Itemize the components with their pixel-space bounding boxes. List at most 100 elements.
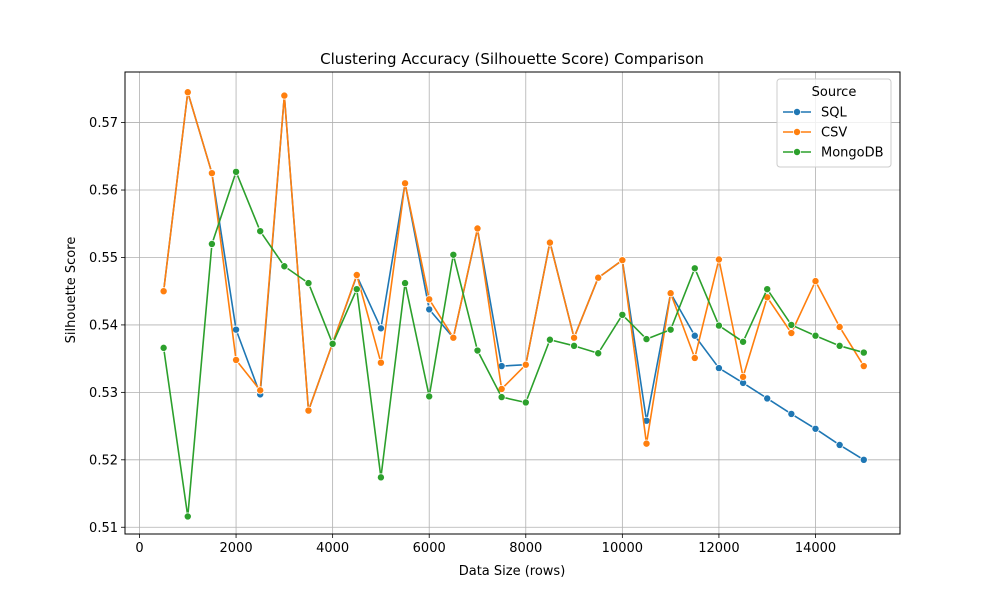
data-point-mongodb bbox=[473, 346, 482, 355]
legend: Source SQL CSV MongoDB bbox=[776, 78, 892, 168]
data-point-csv bbox=[256, 386, 265, 395]
y-tick-label: 0.56 bbox=[89, 184, 118, 199]
y-tick-label: 0.52 bbox=[89, 453, 118, 468]
data-point-mongodb bbox=[328, 339, 337, 348]
x-tick-label: 2000 bbox=[220, 541, 253, 556]
y-axis-label: Silhouette Score bbox=[64, 237, 79, 344]
x-tick-label: 14000 bbox=[795, 541, 836, 556]
y-tick-label: 0.51 bbox=[89, 521, 118, 536]
data-point-mongodb bbox=[376, 473, 385, 482]
data-point-mongodb bbox=[570, 341, 579, 350]
data-point-csv bbox=[618, 256, 627, 265]
data-point-mongodb bbox=[690, 264, 699, 273]
x-tick-label: 6000 bbox=[413, 541, 446, 556]
data-point-sql bbox=[376, 324, 385, 333]
series-layer bbox=[159, 88, 868, 521]
data-point-csv bbox=[159, 287, 168, 296]
data-point-csv bbox=[859, 362, 868, 371]
data-point-csv bbox=[570, 333, 579, 342]
legend-label-csv: CSV bbox=[821, 126, 847, 141]
series-csv bbox=[159, 88, 868, 448]
data-point-mongodb bbox=[497, 393, 506, 402]
data-point-mongodb bbox=[449, 250, 458, 259]
data-point-mongodb bbox=[618, 310, 627, 319]
legend-entries: SQL CSV MongoDB bbox=[783, 106, 884, 161]
data-point-mongodb bbox=[763, 285, 772, 294]
series-line-mongodb bbox=[162, 171, 865, 518]
data-point-mongodb bbox=[207, 239, 216, 248]
data-point-mongodb bbox=[642, 335, 651, 344]
data-point-csv bbox=[666, 289, 675, 298]
data-point-mongodb bbox=[787, 320, 796, 329]
axis-ticks: 0 2000 4000 6000 8000 10000 12000 14000 0.51 0.52… bbox=[89, 116, 836, 556]
data-point-csv bbox=[425, 295, 434, 304]
data-point-mongodb bbox=[304, 279, 313, 288]
data-point-sql bbox=[811, 424, 820, 433]
data-point-sql bbox=[425, 305, 434, 314]
data-point-sql bbox=[714, 364, 723, 373]
data-point-mongodb bbox=[594, 349, 603, 358]
legend-title: Source bbox=[812, 85, 857, 100]
data-point-mongodb bbox=[666, 325, 675, 334]
x-axis-label: Data Size (rows) bbox=[459, 564, 566, 579]
data-point-mongodb bbox=[714, 321, 723, 330]
data-point-sql bbox=[859, 455, 868, 464]
series-line-csv bbox=[162, 91, 865, 445]
legend-label-sql: SQL bbox=[821, 106, 847, 121]
data-point-mongodb bbox=[183, 512, 192, 521]
data-point-mongodb bbox=[232, 167, 241, 176]
data-point-csv bbox=[449, 333, 458, 342]
legend-marker-mongodb bbox=[793, 147, 802, 156]
data-point-mongodb bbox=[739, 337, 748, 346]
x-tick-label: 8000 bbox=[509, 541, 542, 556]
data-point-mongodb bbox=[280, 262, 289, 271]
series-mongodb bbox=[159, 167, 868, 521]
data-point-sql bbox=[763, 394, 772, 403]
data-point-mongodb bbox=[859, 348, 868, 357]
data-point-mongodb bbox=[352, 285, 361, 294]
x-tick-label: 0 bbox=[135, 541, 143, 556]
data-point-csv bbox=[401, 179, 410, 188]
data-point-csv bbox=[545, 238, 554, 247]
data-point-csv bbox=[521, 360, 530, 369]
data-point-mongodb bbox=[401, 279, 410, 288]
x-tick-label: 4000 bbox=[316, 541, 349, 556]
data-point-csv bbox=[376, 358, 385, 367]
data-point-mongodb bbox=[545, 335, 554, 344]
y-tick-label: 0.57 bbox=[89, 116, 118, 131]
data-point-csv bbox=[473, 224, 482, 233]
legend-marker-sql bbox=[793, 108, 802, 117]
y-tick-label: 0.54 bbox=[89, 318, 118, 333]
x-tick-label: 10000 bbox=[602, 541, 643, 556]
data-point-csv bbox=[232, 355, 241, 364]
data-point-sql bbox=[690, 331, 699, 340]
data-point-csv bbox=[714, 255, 723, 264]
data-point-mongodb bbox=[159, 343, 168, 352]
data-point-csv bbox=[690, 353, 699, 362]
y-tick-label: 0.53 bbox=[89, 386, 118, 401]
plot-frame bbox=[124, 71, 901, 535]
x-tick-label: 12000 bbox=[698, 541, 739, 556]
data-point-csv bbox=[811, 277, 820, 286]
data-point-mongodb bbox=[521, 398, 530, 407]
data-point-mongodb bbox=[835, 341, 844, 350]
data-point-csv bbox=[280, 91, 289, 100]
data-point-sql bbox=[835, 440, 844, 449]
data-point-csv bbox=[835, 322, 844, 331]
data-point-csv bbox=[739, 372, 748, 381]
data-point-csv bbox=[304, 406, 313, 415]
data-point-mongodb bbox=[256, 227, 265, 236]
data-point-sql bbox=[787, 409, 796, 418]
chart-title: Clustering Accuracy (Silhouette Score) C… bbox=[320, 50, 704, 68]
data-point-csv bbox=[183, 88, 192, 97]
data-point-mongodb bbox=[425, 392, 434, 401]
data-point-sql bbox=[232, 325, 241, 334]
legend-label-mongodb: MongoDB bbox=[821, 146, 884, 161]
data-point-csv bbox=[352, 271, 361, 280]
data-point-csv bbox=[207, 169, 216, 178]
data-point-csv bbox=[642, 439, 651, 448]
legend-marker-csv bbox=[793, 127, 802, 136]
data-point-csv bbox=[787, 329, 796, 338]
